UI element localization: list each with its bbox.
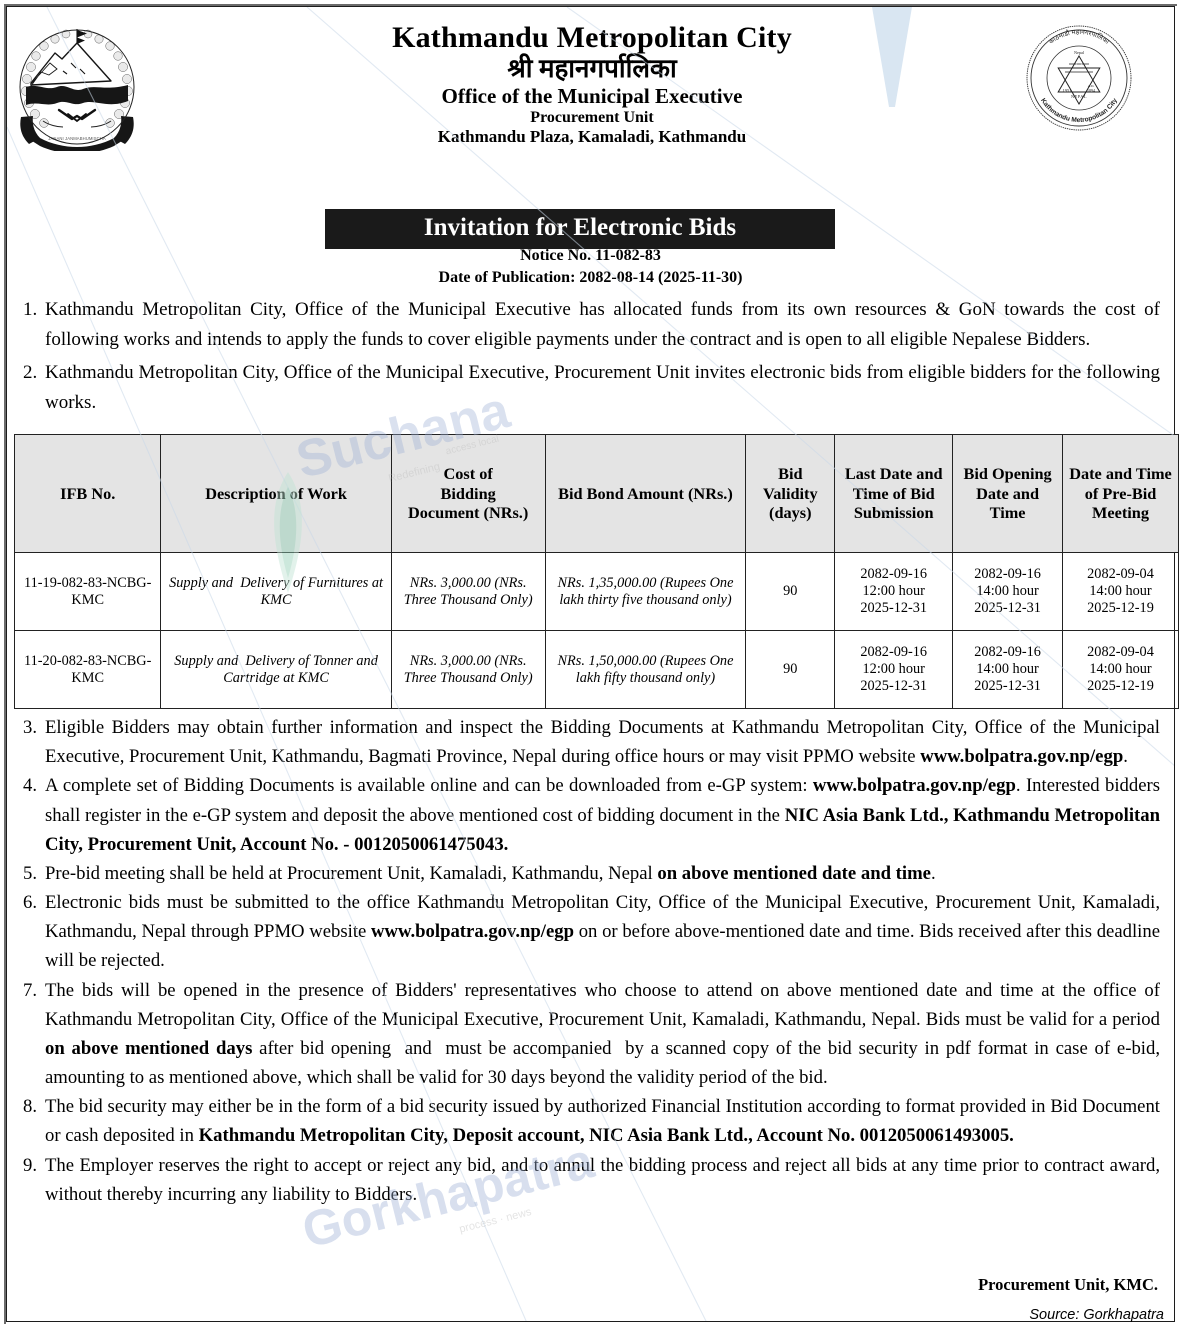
svg-text:Kathmandu Metropolitan City: Kathmandu Metropolitan City (1039, 97, 1119, 124)
svg-text:1894: 1894 (1087, 88, 1095, 93)
svg-text:1951: 1951 (1063, 88, 1072, 93)
svg-text:A.D.: A.D. (1088, 84, 1095, 88)
svg-text:काठमाडौ महानगरपालिका: काठमाडौ महानगरपालिका (1048, 29, 1111, 46)
svg-text:△: △ (1076, 57, 1083, 66)
svg-text:Nepal: Nepal (1074, 50, 1085, 55)
svg-text:NEPAL: NEPAL (1071, 94, 1087, 99)
svg-text:process · news: process · news (458, 1206, 533, 1236)
